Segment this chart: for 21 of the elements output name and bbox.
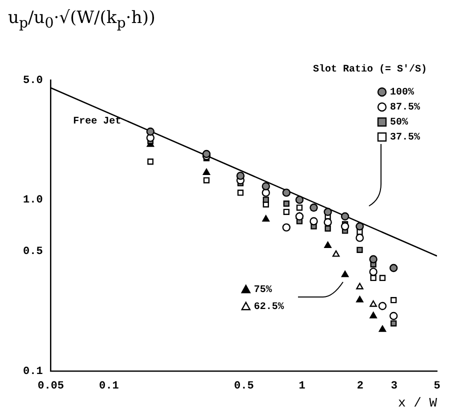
y-tick-label: 0.5 <box>22 246 44 258</box>
x-tick-label: 0.1 <box>99 380 120 393</box>
x-axis-title: x / W <box>398 396 438 411</box>
x-tick-label: 3 <box>390 380 398 393</box>
x-tick-label: 0.5 <box>234 380 254 393</box>
x-tick-label: 2 <box>356 380 364 393</box>
y-axis-title: u$_{p}$/u$_{0}$·√(W/(k$_{p}$·h)) <box>8 8 156 32</box>
legend-label: 87.5% <box>390 102 420 114</box>
x-tick-label: 5 <box>434 380 441 393</box>
series-label: Free Jet <box>73 116 122 128</box>
legend-label: 75% <box>254 284 272 296</box>
x-tick-label: 1 <box>298 380 306 393</box>
legend-label: 100% <box>390 88 414 99</box>
y-tick-label: 0.1 <box>22 366 44 378</box>
legend-title: Slot Ratio (= S'/S) <box>312 64 427 76</box>
legend-label: 37.5% <box>390 132 420 144</box>
legend-label: 62.5% <box>254 302 284 313</box>
x-tick-label: 0.05 <box>38 380 64 393</box>
legend-label: 50% <box>390 118 408 129</box>
y-tick-label: 5.0 <box>22 74 43 87</box>
y-tick-label: 1.0 <box>22 194 43 207</box>
